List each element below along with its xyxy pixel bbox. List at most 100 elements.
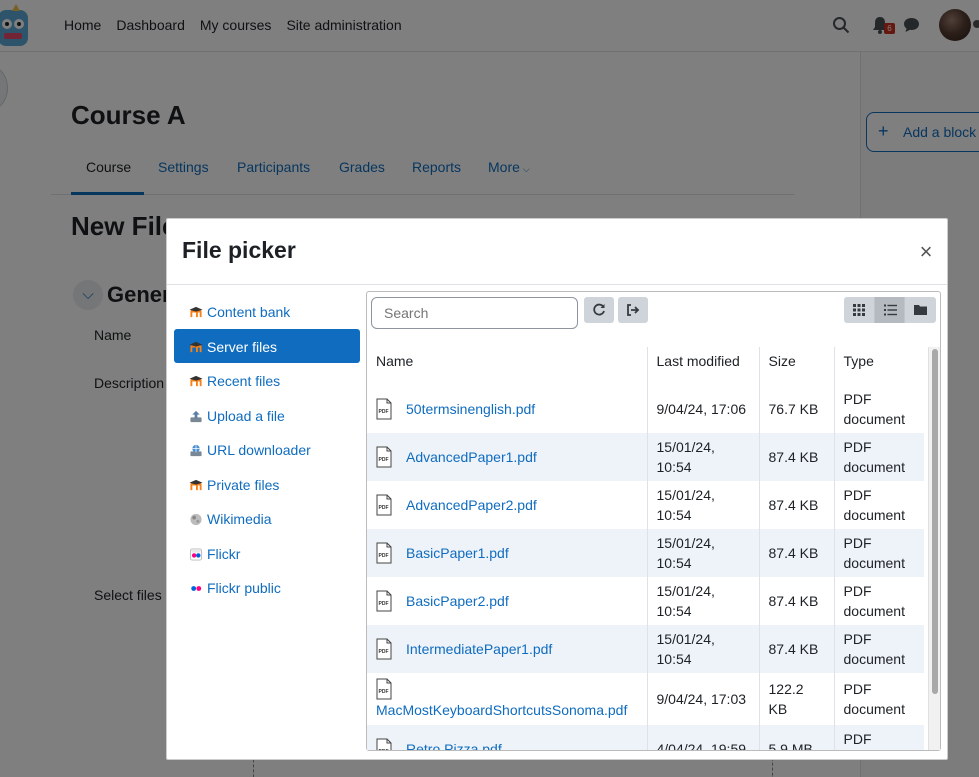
repository-label: Upload a file <box>207 407 285 424</box>
scrollbar-thumb[interactable] <box>932 349 938 694</box>
svg-text:PDF: PDF <box>379 505 389 511</box>
table-row[interactable]: PDF BasicPaper2.pdf 15/01/24, 10:54 87.4 KB… <box>367 577 924 625</box>
column-header-last-modified[interactable]: Last modified <box>647 347 760 385</box>
file-name-cell[interactable]: PDF 50termsinenglish.pdf <box>367 385 648 433</box>
table-row[interactable]: PDF BasicPaper1.pdf 15/01/24, 10:54 87.4 KB… <box>367 529 924 577</box>
file-name-cell[interactable]: PDF BasicPaper2.pdf <box>367 577 648 625</box>
repository-label: Recent files <box>207 373 281 389</box>
file-name-link[interactable]: PDF MacMostKeyboardShortcutsSonoma.pdf <box>376 678 638 720</box>
file-modified: 9/04/24, 17:06 <box>647 385 760 433</box>
svg-text:PDF: PDF <box>379 749 389 750</box>
repository-wikimedia[interactable]: Wikimedia <box>174 501 360 536</box>
file-name-link[interactable]: PDF BasicPaper1.pdf <box>376 542 638 564</box>
repository-recent-files[interactable]: Recent files <box>174 363 360 398</box>
repository-label: Content bank <box>207 304 291 320</box>
file-size: 5.9 MB <box>759 725 835 750</box>
search-input[interactable] <box>371 297 578 329</box>
file-name-link[interactable]: PDF Retro Pizza.pdf <box>376 738 638 750</box>
moodle-icon <box>189 375 203 387</box>
file-modified: 9/04/24, 17:03 <box>647 673 760 725</box>
pdf-file-icon: PDF <box>376 542 392 564</box>
file-modified: 15/01/24, 10:54 <box>647 529 760 577</box>
column-header-name[interactable]: Name <box>367 347 648 385</box>
upload-icon <box>190 410 202 422</box>
view-icons-button[interactable] <box>844 297 875 323</box>
url-icon <box>190 444 202 457</box>
moodle-icon <box>189 306 203 318</box>
file-type: PDF document <box>843 535 905 571</box>
file-table-container: Name Last modified Size Type PDF 50termsi… <box>367 347 940 750</box>
file-name-cell[interactable]: PDF AdvancedPaper1.pdf <box>367 433 648 481</box>
grid-icon <box>853 304 865 316</box>
repository-private-files[interactable]: Private files <box>174 467 360 502</box>
file-name-link[interactable]: PDF BasicPaper2.pdf <box>376 590 638 612</box>
repository-label: Private files <box>207 476 280 493</box>
flickr-icon <box>189 547 203 561</box>
file-name-cell[interactable]: PDF IntermediatePaper1.pdf <box>367 625 648 673</box>
file-type: PDF document <box>843 391 905 427</box>
file-name-cell[interactable]: PDF Retro Pizza.pdf <box>367 725 648 750</box>
repository-flickr-public[interactable]: Flickr public <box>174 570 360 605</box>
repository-url-downloader[interactable]: URL downloader <box>174 432 360 467</box>
repository-label: Wikimedia <box>207 511 272 527</box>
file-modified: 4/04/24, 19:59 <box>647 725 760 750</box>
repository-server-files[interactable]: Server files <box>174 328 360 363</box>
file-name: BasicPaper1.pdf <box>406 545 509 561</box>
file-modified: 15/01/24, 10:54 <box>647 625 760 673</box>
file-name-link[interactable]: PDF IntermediatePaper1.pdf <box>376 638 638 660</box>
repository-list: Content bank Server files Recent files Uplo… <box>174 294 360 605</box>
pdf-file-icon: PDF <box>376 738 392 750</box>
file-size: 87.4 KB <box>759 529 835 577</box>
pdf-file-icon: PDF <box>376 638 392 660</box>
refresh-icon <box>593 303 605 316</box>
file-name-cell[interactable]: PDF MacMostKeyboardShortcutsSonoma.pdf <box>367 673 648 725</box>
file-size: 87.4 KB <box>759 433 835 481</box>
view-list-button[interactable] <box>874 297 906 323</box>
svg-text:PDF: PDF <box>379 649 389 655</box>
pdf-file-icon: PDF <box>376 678 392 700</box>
column-header-type[interactable]: Type <box>843 353 874 369</box>
pdf-file-icon: PDF <box>376 494 392 516</box>
file-type: PDF document <box>843 583 905 619</box>
repository-content-bank[interactable]: Content bank <box>174 294 360 329</box>
file-name-cell[interactable]: PDF BasicPaper1.pdf <box>367 529 648 577</box>
pdf-file-icon: PDF <box>376 590 392 612</box>
svg-text:PDF: PDF <box>379 601 389 607</box>
table-row[interactable]: PDF IntermediatePaper1.pdf 15/01/24, 10:54… <box>367 625 924 673</box>
file-name-cell[interactable]: PDF AdvancedPaper2.pdf <box>367 481 648 529</box>
column-header-size[interactable]: Size <box>759 347 835 385</box>
file-type: PDF document <box>843 487 905 523</box>
logout-icon <box>627 304 640 316</box>
repository-flickr[interactable]: Flickr <box>174 536 360 571</box>
file-modified: 15/01/24, 10:54 <box>647 577 760 625</box>
moodle-icon <box>189 479 203 490</box>
file-size: 76.7 KB <box>759 385 835 433</box>
table-row[interactable]: PDF AdvancedPaper2.pdf 15/01/24, 10:54 87.4… <box>367 481 924 529</box>
file-name: MacMostKeyboardShortcutsSonoma.pdf <box>376 702 628 718</box>
scrollbar[interactable] <box>928 347 940 750</box>
file-name: Retro Pizza.pdf <box>406 741 502 750</box>
logout-button[interactable] <box>618 297 648 323</box>
close-icon[interactable]: × <box>919 239 933 264</box>
file-modified: 15/01/24, 10:54 <box>647 433 760 481</box>
folder-icon <box>914 305 928 315</box>
file-name: AdvancedPaper2.pdf <box>406 497 537 513</box>
file-name-link[interactable]: PDF 50termsinenglish.pdf <box>376 398 638 420</box>
file-name-link[interactable]: PDF AdvancedPaper1.pdf <box>376 446 638 468</box>
view-tree-button[interactable] <box>905 297 936 323</box>
table-row[interactable]: PDF AdvancedPaper1.pdf 15/01/24, 10:54 87.4… <box>367 433 924 481</box>
refresh-button[interactable] <box>584 297 614 323</box>
modal-title: File picker <box>182 237 296 263</box>
svg-text:PDF: PDF <box>379 457 389 463</box>
table-row[interactable]: PDF 50termsinenglish.pdf 9/04/24, 17:06 76.… <box>367 385 924 433</box>
table-row[interactable]: PDF MacMostKeyboardShortcutsSonoma.pdf 9/0… <box>367 673 924 725</box>
repository-upload-a-file[interactable]: Upload a file <box>174 398 360 433</box>
file-modified: 15/01/24, 10:54 <box>647 481 760 529</box>
file-type: PDF document <box>843 631 905 667</box>
table-row[interactable]: PDF Retro Pizza.pdf 4/04/24, 19:59 5.9 MB PD… <box>367 725 924 750</box>
file-name: AdvancedPaper1.pdf <box>406 449 537 465</box>
file-picker-modal: File picker × Content bank Server files Re… <box>166 218 948 760</box>
file-name: 50termsinenglish.pdf <box>406 401 536 417</box>
file-type: PDF document <box>843 681 905 717</box>
file-name-link[interactable]: PDF AdvancedPaper2.pdf <box>376 494 638 516</box>
